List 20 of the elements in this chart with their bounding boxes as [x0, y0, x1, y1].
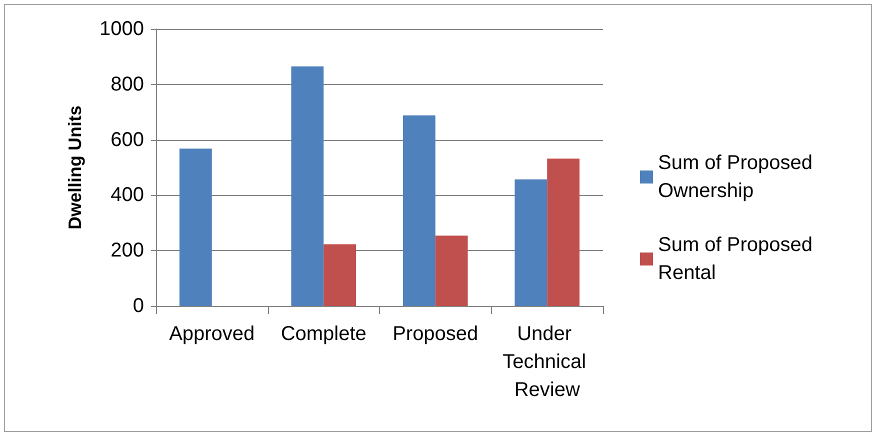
y-tick-label: 1000 — [100, 18, 144, 40]
legend-label: Sum of Proposed Rental — [658, 234, 818, 284]
x-tick-label: Proposed — [392, 323, 478, 345]
y-tick-label: 400 — [110, 184, 144, 206]
bar — [291, 66, 324, 306]
y-tick-label: 200 — [110, 240, 144, 262]
legend-label: Sum of Proposed Ownership — [658, 152, 818, 202]
bar — [179, 148, 212, 306]
bar — [402, 115, 436, 306]
x-tick-label: Approved — [169, 323, 255, 345]
x-tick-label: Under Technical Review — [502, 323, 592, 401]
x-tick-label: Complete — [280, 323, 366, 345]
bar — [435, 236, 468, 306]
y-axis-title: Dwelling Units — [65, 105, 85, 230]
y-tick-label: 800 — [110, 73, 144, 96]
bar — [547, 158, 580, 306]
y-tick-label: 600 — [110, 128, 144, 151]
bar — [324, 244, 356, 306]
y-tick-label: 0 — [132, 295, 144, 317]
bar — [514, 179, 548, 306]
